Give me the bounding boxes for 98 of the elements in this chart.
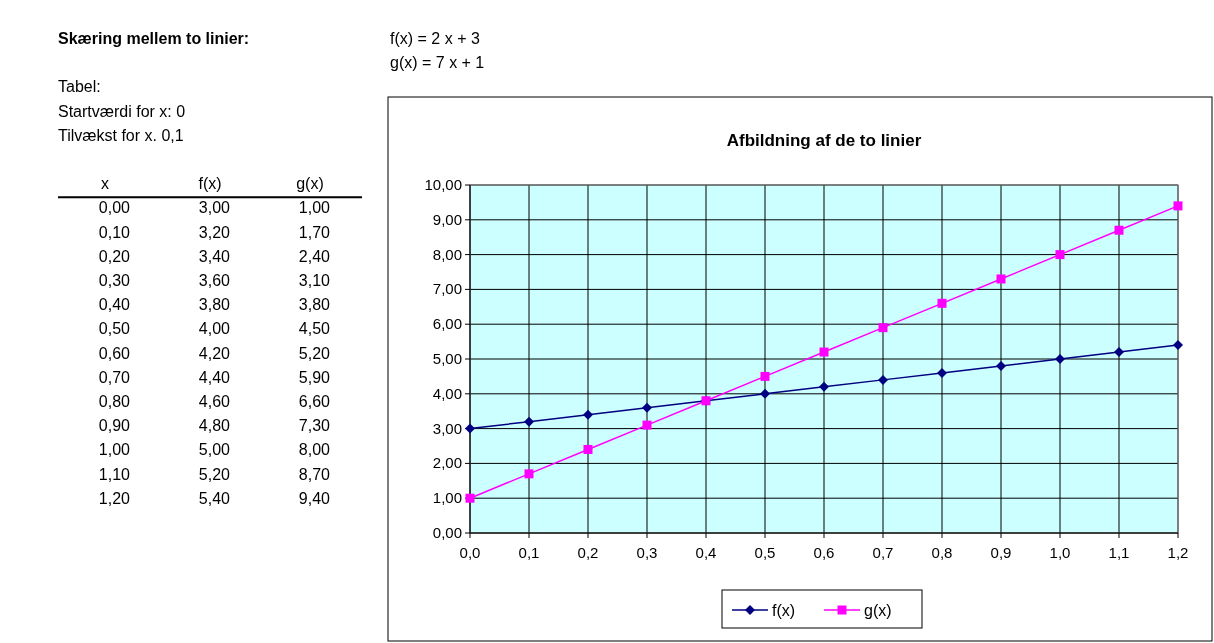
x-tick-label: 0,1 xyxy=(518,544,540,561)
y-tick-label: 8,00 xyxy=(432,245,462,263)
text: 4,80 xyxy=(198,417,231,435)
text: 0,60 xyxy=(98,344,131,362)
point xyxy=(819,381,829,392)
text: x xyxy=(101,175,109,193)
text: 3,80 xyxy=(298,296,331,314)
text: 8,00 xyxy=(298,441,331,459)
x-tick-label: 0,5 xyxy=(754,544,776,561)
text: 3,20 xyxy=(198,223,231,241)
y-tick-label: 5,00 xyxy=(432,350,462,367)
point xyxy=(760,388,770,399)
text: 0,50 xyxy=(98,320,131,338)
point xyxy=(819,347,829,357)
x-tick-label: 0,2 xyxy=(577,544,599,561)
text: g(x) = 7 x + 1 xyxy=(390,54,485,72)
text: 3,80 xyxy=(198,296,231,314)
text: 0,70 xyxy=(98,368,131,386)
x-tick-label: 0,9 xyxy=(990,544,1012,561)
x-tick-label: 0,0 xyxy=(459,544,481,561)
text: g(x) xyxy=(296,175,324,193)
text: 3,00 xyxy=(198,199,231,217)
x-tick-label: 0,4 xyxy=(695,544,717,561)
y-tick-label: 0,00 xyxy=(432,524,462,541)
text: f(x) xyxy=(198,175,222,193)
text: 1,20 xyxy=(98,489,131,507)
point xyxy=(1114,225,1124,235)
x-tick-label: 0,7 xyxy=(872,544,894,561)
text: 0,40 xyxy=(98,296,131,314)
text: 1,00 xyxy=(298,199,331,217)
point xyxy=(583,409,593,420)
text: 3,10 xyxy=(298,272,331,289)
point xyxy=(760,371,770,381)
text: 0,00 xyxy=(98,199,131,217)
y-tick-label: 10,00 xyxy=(424,176,462,193)
text: 3,40 xyxy=(198,247,231,265)
point xyxy=(465,423,475,434)
y-tick-label: 2,00 xyxy=(432,454,462,472)
point xyxy=(1173,340,1183,351)
x-tick-label: 1,1 xyxy=(1108,544,1130,561)
text: 5,00 xyxy=(198,441,231,459)
text: 5,20 xyxy=(198,465,231,483)
text: 4,00 xyxy=(198,320,231,338)
text: 0,30 xyxy=(98,272,131,289)
text: 8,70 xyxy=(298,465,331,483)
text: 0,10 xyxy=(98,223,131,241)
legend-label: g(x) xyxy=(864,602,892,619)
x-tick-label: 0,8 xyxy=(931,544,953,561)
point xyxy=(937,367,947,378)
text: f(x) = 2 x + 3 xyxy=(390,30,480,47)
text: 1,00 xyxy=(98,441,131,459)
text: 4,20 xyxy=(198,344,231,362)
y-tick-label: 9,00 xyxy=(432,210,462,228)
point xyxy=(642,402,652,413)
text: 4,40 xyxy=(198,368,231,386)
text: 2,40 xyxy=(298,247,331,265)
point xyxy=(878,323,888,333)
text: 9,40 xyxy=(298,489,331,507)
text: 4,50 xyxy=(298,320,331,338)
y-tick-label: 7,00 xyxy=(432,280,462,298)
text: 5,20 xyxy=(298,344,331,362)
text: 0,20 xyxy=(98,247,131,265)
legend-label: f(x) xyxy=(772,602,796,619)
text: 5,40 xyxy=(198,489,231,507)
x-tick-label: 0,6 xyxy=(813,544,835,561)
text: 0,80 xyxy=(98,393,131,410)
point xyxy=(583,444,593,454)
point xyxy=(996,274,1006,284)
y-tick-label: 6,00 xyxy=(432,315,462,333)
text: 4,60 xyxy=(198,393,231,410)
text: 1,70 xyxy=(298,223,331,241)
point xyxy=(937,298,947,308)
point xyxy=(1055,354,1065,364)
text: 7,30 xyxy=(298,417,331,435)
point xyxy=(1173,201,1183,211)
text: 6,60 xyxy=(298,393,331,410)
text: Skæring mellem to linier: xyxy=(58,30,250,47)
x-tick-label: 1,0 xyxy=(1049,544,1071,561)
text: 3,60 xyxy=(198,272,231,289)
point xyxy=(1114,347,1124,358)
point xyxy=(1055,250,1065,260)
chart-title: Afbildning af de to linier xyxy=(726,131,922,150)
point xyxy=(524,469,534,479)
point xyxy=(642,420,652,430)
text: Startværdi for x: 0 xyxy=(58,102,186,120)
x-tick-label: 1,2 xyxy=(1167,544,1189,561)
text: 1,10 xyxy=(98,465,131,483)
y-tick-label: 3,00 xyxy=(432,419,462,437)
point xyxy=(996,360,1006,371)
text: Tilvækst for x. 0,1 xyxy=(58,126,184,144)
x-tick-label: 0,3 xyxy=(636,544,658,561)
y-tick-label: 1,00 xyxy=(432,489,462,507)
text: 5,90 xyxy=(298,368,331,386)
text: Tabel: xyxy=(58,78,101,96)
point xyxy=(524,416,534,427)
point xyxy=(878,374,888,385)
text: 0,90 xyxy=(98,417,131,435)
y-tick-label: 4,00 xyxy=(432,384,462,402)
